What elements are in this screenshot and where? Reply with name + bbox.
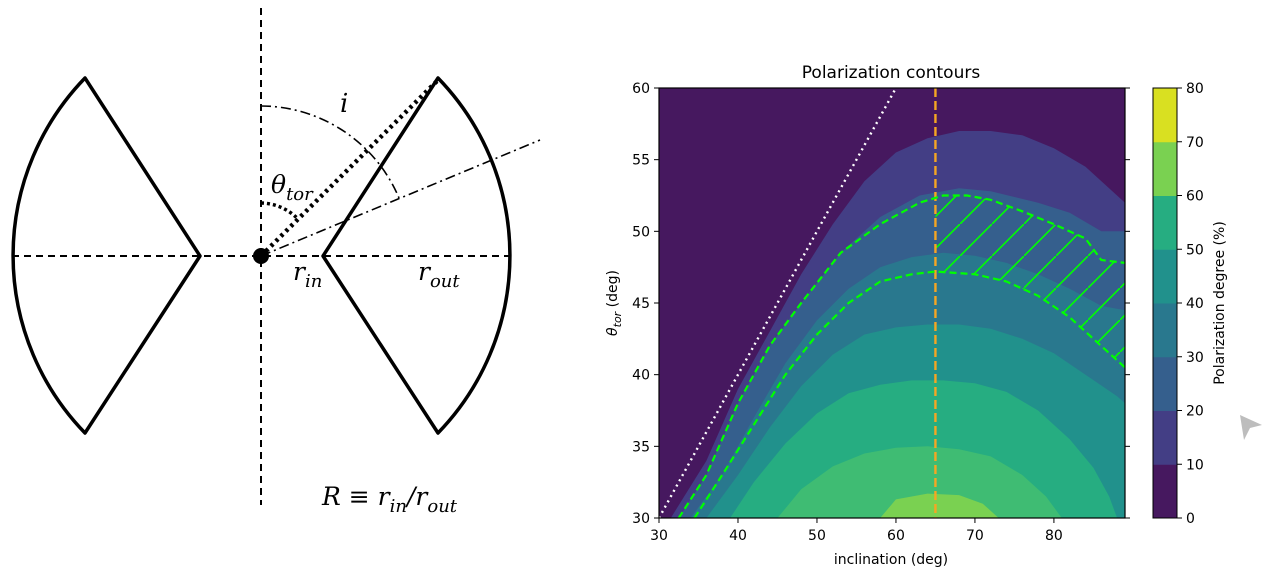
colorbar-tick-label: 50 — [1186, 242, 1204, 258]
hatched-region — [935, 195, 1125, 368]
x-ticks: 30 40 50 60 70 80 — [650, 518, 1063, 544]
colorbar-tick-label: 80 — [1186, 81, 1204, 97]
y-axis-label: θtor (deg) — [605, 270, 624, 336]
colorbar-tick-label: 0 — [1186, 511, 1195, 527]
green-dashed-contour-1 — [677, 194, 1125, 518]
colorbar-tick-label: 30 — [1186, 350, 1204, 366]
colorbar-tick-label: 70 — [1186, 135, 1204, 151]
y-tick-label: 30 — [632, 511, 650, 527]
colorbar-label: Polarization degree (%) — [1212, 221, 1228, 385]
colorbar-frame — [1152, 87, 1178, 519]
chart-title: Polarization contours — [802, 63, 981, 83]
colorbar-band-40 — [1153, 249, 1177, 304]
theta-tor-arc — [260, 201, 300, 221]
colorbar-band-10 — [1153, 410, 1177, 465]
colorbar-band-30 — [1153, 303, 1177, 358]
cursor-icon — [1240, 415, 1262, 440]
plot-area — [659, 88, 1125, 518]
y-tick-label: 45 — [632, 296, 650, 312]
y-tick-label: 50 — [632, 224, 650, 240]
torus-diagram: i θtor rin rout R ≡ rin/rout — [11, 8, 541, 517]
colorbar-tick-label: 40 — [1186, 296, 1204, 312]
radius-ratio-formula: R ≡ rin/rout — [321, 482, 458, 517]
green-dashed-contour-2 — [693, 270, 1125, 518]
center-point — [253, 248, 269, 264]
colorbar-tick-label: 10 — [1186, 457, 1204, 473]
inclination-arc — [260, 105, 400, 199]
contour-fills — [670, 131, 1125, 518]
contour-band-70 — [880, 493, 1125, 518]
colorbar-band-50 — [1153, 195, 1177, 250]
x-tick-label: 80 — [1045, 528, 1063, 544]
right-torus-wedge — [321, 76, 512, 435]
torus-opening-line — [259, 78, 440, 258]
inclination-label: i — [340, 89, 348, 119]
x-axis-label: inclination (deg) — [834, 552, 948, 568]
white-dotted-line — [659, 88, 898, 518]
x-tick-label: 30 — [650, 528, 668, 544]
theta-tor-label: θtor — [271, 170, 314, 205]
left-torus-wedge — [11, 76, 202, 435]
colorbar-tick-label: 60 — [1186, 189, 1204, 205]
x-tick-label: 70 — [966, 528, 984, 544]
colorbar-band-70 — [1153, 88, 1177, 143]
y-tick-label: 55 — [632, 153, 650, 169]
colorbar-band-60 — [1153, 141, 1177, 196]
dashed-contours — [677, 194, 1125, 518]
colorbar-tick-label: 20 — [1186, 404, 1204, 420]
y-tick-label: 35 — [632, 439, 650, 455]
x-tick-label: 60 — [887, 528, 905, 544]
colorbar-band-0 — [1153, 464, 1177, 519]
contour-band-60 — [777, 446, 1125, 518]
y-ticks: 30 35 40 45 50 55 60 — [632, 81, 1130, 527]
y-tick-label: 40 — [632, 368, 650, 384]
colorbar-band-20 — [1153, 356, 1177, 411]
x-tick-label: 50 — [808, 528, 826, 544]
r-out-label: rout — [418, 257, 460, 292]
colorbar: 0 10 20 30 40 50 60 70 80 — [1153, 81, 1204, 527]
y-tick-label: 60 — [632, 81, 650, 97]
r-in-label: rin — [293, 257, 322, 292]
x-tick-label: 40 — [729, 528, 747, 544]
